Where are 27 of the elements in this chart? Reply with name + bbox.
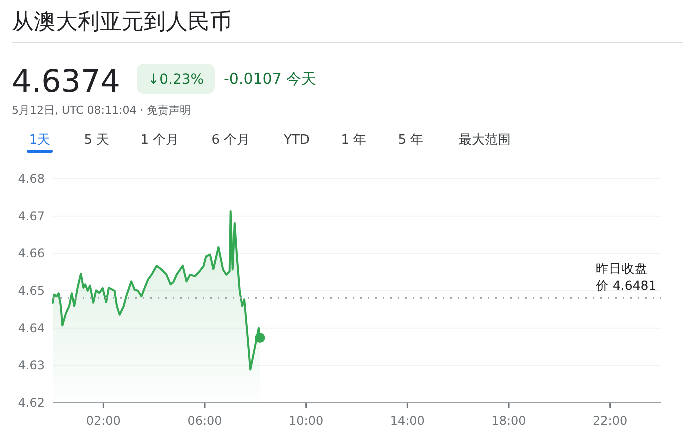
annotation: YTD bbox=[284, 133, 310, 148]
annotation: 4.6374 bbox=[12, 64, 120, 100]
ref-line-label: 昨日收盘价 4.6481 bbox=[596, 260, 658, 294]
annotation: 5月12日, UTC 08:11:04 · 免责声明 bbox=[12, 104, 192, 117]
annotation: 5 天 bbox=[84, 133, 110, 148]
y-tick-label: 4.64 bbox=[18, 321, 45, 336]
y-tick-label: 4.65 bbox=[18, 284, 45, 298]
x-tick-label: 22:00 bbox=[593, 414, 628, 428]
y-tick-label: 4.68 bbox=[18, 172, 45, 186]
y-tick-label: 4.67 bbox=[18, 209, 45, 224]
x-tick-label: 06:00 bbox=[188, 414, 222, 428]
annotation: 6 个月 bbox=[212, 133, 250, 148]
annotation: 1天 bbox=[27, 133, 53, 153]
title: 从澳大利亚元到人民币 bbox=[12, 10, 232, 35]
annotation: 最大范围 bbox=[459, 133, 511, 148]
x-tick-label: 14:00 bbox=[390, 414, 425, 428]
annotation: 1 年 bbox=[341, 133, 367, 148]
y-tick-label: 4.63 bbox=[18, 358, 45, 373]
annotation: ↓0.23% bbox=[137, 64, 215, 94]
annotation: 5 年 bbox=[398, 133, 424, 148]
annotation: -0.0107 今天 bbox=[224, 70, 317, 88]
x-tick-label: 02:00 bbox=[86, 414, 121, 428]
x-tick-label: 18:00 bbox=[492, 414, 526, 428]
y-tick-label: 4.66 bbox=[18, 246, 45, 261]
annotation: 1 个月 bbox=[140, 133, 180, 148]
x-tick-label: 10:00 bbox=[289, 414, 324, 428]
y-tick-label: 4.62 bbox=[18, 396, 45, 410]
